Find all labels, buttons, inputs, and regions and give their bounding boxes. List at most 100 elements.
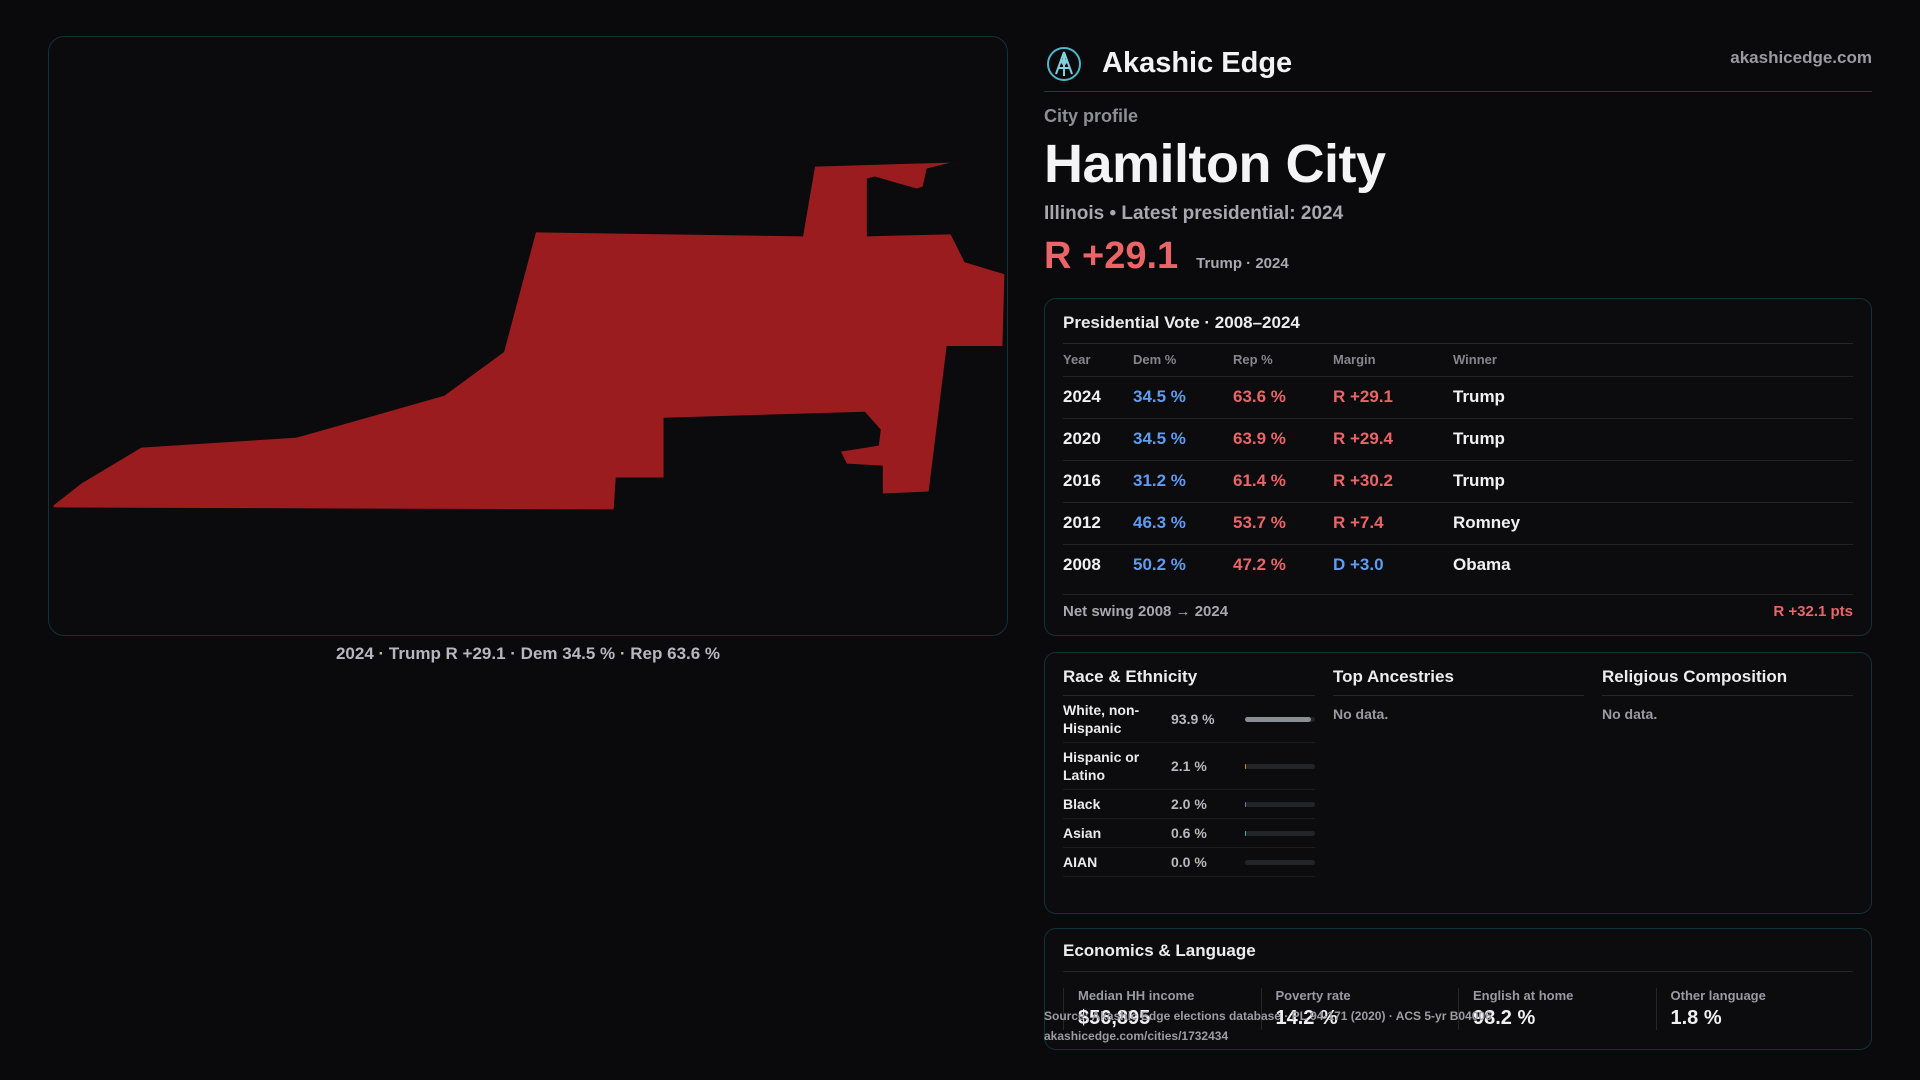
presidential-vote-card: Presidential Vote · 2008–2024 Year Dem %…	[1044, 298, 1872, 636]
race-percent: 2.1 %	[1171, 758, 1207, 774]
city-shape-map	[53, 162, 1005, 510]
vote-card-title: Presidential Vote · 2008–2024	[1063, 313, 1853, 344]
econ-stats: Median HH income $56,895 Poverty rate 14…	[1063, 988, 1853, 1030]
race-bar-fill	[1245, 830, 1247, 836]
cell-winner: Trump	[1453, 375, 1853, 418]
table-row: 2008 50.2 % 47.2 % D +3.0 Obama	[1063, 543, 1853, 586]
site-domain-link[interactable]: akashicedge.com	[1730, 48, 1872, 67]
cell-margin: R +29.4	[1333, 417, 1453, 460]
city-subtitle: Illinois • Latest presidential: 2024	[1044, 203, 1344, 224]
col-year: Year	[1063, 352, 1091, 368]
stat-value: 98.2 %	[1473, 1007, 1536, 1029]
site-header: Akashic Edge akashicedge.com	[1044, 36, 1872, 92]
table-row: 2020 34.5 % 63.9 % R +29.4 Trump	[1063, 417, 1853, 460]
race-row: Black 2.0 %	[1063, 790, 1315, 819]
race-bar-track	[1245, 830, 1315, 836]
race-bar-fill	[1245, 801, 1247, 807]
col-winner: Winner	[1453, 352, 1497, 368]
net-swing-value: R +32.1 pts	[1773, 603, 1853, 620]
cell-rep: 47.2 %	[1233, 543, 1333, 586]
table-row: 2012 46.3 % 53.7 % R +7.4 Romney	[1063, 501, 1853, 544]
source-text: Source: Akashic Edge elections database …	[1044, 1009, 1492, 1023]
cell-rep: 53.7 %	[1233, 501, 1333, 544]
vote-table: Year Dem % Rep % Margin Winner 2024 34.5…	[1063, 344, 1853, 586]
cell-rep: 61.4 %	[1233, 459, 1333, 502]
race-row: AIAN 0.0 %	[1063, 848, 1315, 877]
cell-year: 2012	[1063, 501, 1133, 544]
race-percent: 93.9 %	[1171, 711, 1215, 727]
col-dem: Dem %	[1133, 352, 1177, 368]
race-percent: 2.0 %	[1171, 796, 1207, 812]
net-swing-row: Net swing 2008 → 2024 R +32.1 pts	[1063, 594, 1853, 620]
akashic-logo-icon[interactable]	[1046, 46, 1082, 82]
race-label: White, non-Hispanic	[1063, 702, 1140, 736]
cell-rep: 63.6 %	[1233, 375, 1333, 418]
latest-margin-note: Trump · 2024	[1196, 255, 1289, 272]
race-label: Black	[1063, 796, 1101, 812]
brand-name[interactable]: Akashic Edge	[1102, 47, 1293, 79]
cell-dem: 34.5 %	[1133, 375, 1233, 418]
cell-winner: Obama	[1453, 543, 1853, 586]
race-label: AIAN	[1063, 854, 1098, 870]
cell-winner: Romney	[1453, 501, 1853, 544]
stat-income: Median HH income $56,895	[1063, 988, 1261, 1030]
latest-margin: R +29.1 Trump · 2024	[1044, 235, 1872, 278]
stat-label: Median HH income	[1078, 988, 1195, 1003]
city-map-panel[interactable]	[48, 36, 1008, 636]
source-footer: Source: Akashic Edge elections database …	[1044, 1006, 1492, 1046]
profile-column: Akashic Edge akashicedge.com City profil…	[1044, 36, 1872, 278]
ancestries-empty: No data.	[1333, 706, 1389, 722]
stat-other-language: Other language 1.8 %	[1655, 988, 1854, 1030]
stat-english: English at home 98.2 %	[1458, 988, 1656, 1030]
religion-title: Religious Composition	[1602, 667, 1853, 696]
table-row: 2016 31.2 % 61.4 % R +30.2 Trump	[1063, 459, 1853, 502]
econ-title: Economics & Language	[1063, 941, 1853, 972]
cell-winner: Trump	[1453, 417, 1853, 460]
map-caption: 2024 · Trump R +29.1 · Dem 34.5 % · Rep …	[335, 644, 721, 663]
race-bar-track	[1245, 716, 1315, 722]
race-label: Hispanic or Latino	[1063, 749, 1140, 783]
profile-eyebrow: City profile	[1044, 106, 1139, 126]
race-label: Asian	[1063, 825, 1102, 841]
cell-margin: R +30.2	[1333, 459, 1453, 502]
city-name-title: Hamilton City	[1044, 134, 1386, 194]
race-list: White, non-Hispanic 93.9 % Hispanic or Lat…	[1063, 696, 1315, 877]
cell-dem: 50.2 %	[1133, 543, 1233, 586]
cell-margin: D +3.0	[1333, 543, 1453, 586]
race-percent: 0.6 %	[1171, 825, 1207, 841]
table-row: 2024 34.5 % 63.6 % R +29.1 Trump	[1063, 375, 1853, 418]
race-row: Hispanic or Latino 2.1 %	[1063, 743, 1315, 790]
race-bar-fill	[1245, 716, 1311, 722]
stat-label: Poverty rate	[1275, 988, 1351, 1003]
cell-rep: 63.9 %	[1233, 417, 1333, 460]
vote-table-header: Year Dem % Rep % Margin Winner	[1063, 344, 1853, 376]
race-bar-track	[1245, 859, 1315, 865]
race-ethnicity-section: Race & Ethnicity White, non-Hispanic 93.9…	[1063, 667, 1315, 899]
race-bar-track	[1245, 763, 1315, 769]
cell-margin: R +29.1	[1333, 375, 1453, 418]
net-swing-label: Net swing 2008 → 2024	[1063, 603, 1229, 620]
source-link[interactable]: akashicedge.com/cities/1732434	[1044, 1029, 1229, 1043]
city-boundary-shape	[53, 162, 1005, 510]
race-bar-fill	[1245, 763, 1247, 769]
economics-card: Economics & Language Median HH income $5…	[1044, 928, 1872, 1050]
stat-poverty: Poverty rate 14.2 %	[1260, 988, 1459, 1030]
cell-dem: 34.5 %	[1133, 417, 1233, 460]
col-margin: Margin	[1333, 352, 1376, 368]
cell-year: 2024	[1063, 375, 1133, 418]
race-title: Race & Ethnicity	[1063, 667, 1315, 696]
religion-empty: No data.	[1602, 706, 1658, 722]
ancestries-section: Top Ancestries No data.	[1333, 667, 1584, 899]
stat-value: 1.8 %	[1670, 1007, 1722, 1029]
race-row: Asian 0.6 %	[1063, 819, 1315, 848]
cell-margin: R +7.4	[1333, 501, 1453, 544]
latest-margin-value: R +29.1	[1044, 235, 1179, 277]
cell-dem: 31.2 %	[1133, 459, 1233, 502]
stat-value: 14.2 %	[1275, 1007, 1338, 1029]
race-row: White, non-Hispanic 93.9 %	[1063, 696, 1315, 743]
cell-year: 2020	[1063, 417, 1133, 460]
ancestries-title: Top Ancestries	[1333, 667, 1584, 696]
stat-value: $56,895	[1078, 1007, 1151, 1029]
stat-label: Other language	[1670, 988, 1766, 1003]
race-percent: 0.0 %	[1171, 854, 1207, 870]
